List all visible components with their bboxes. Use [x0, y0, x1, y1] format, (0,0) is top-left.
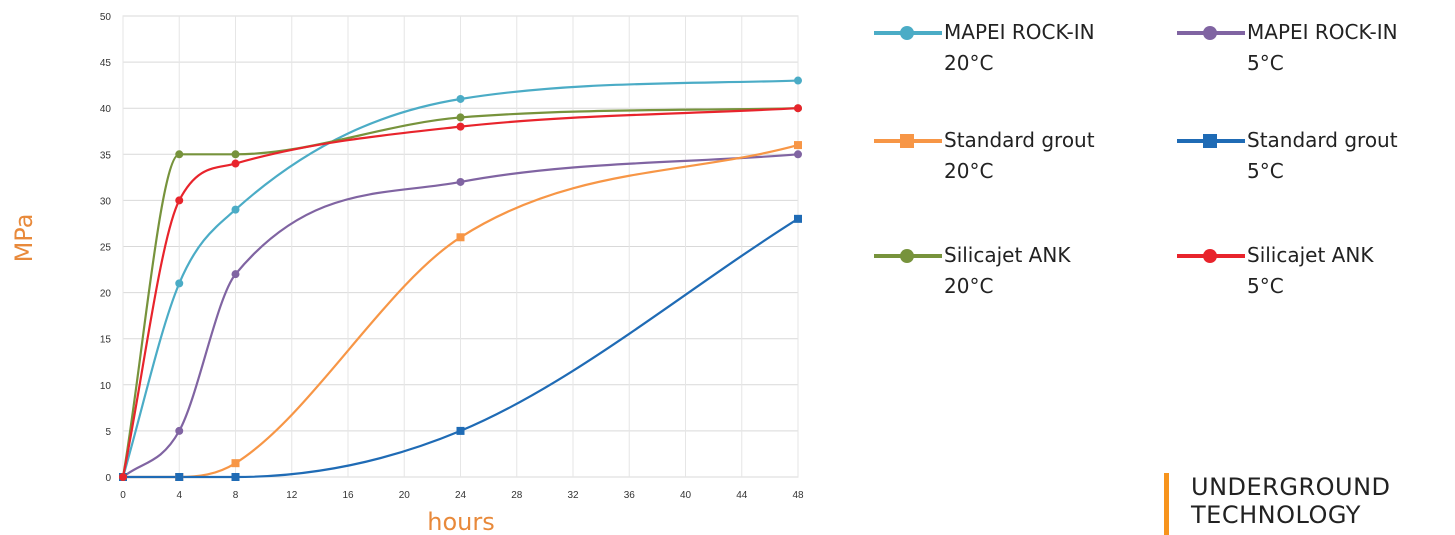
x-tick-label: 16 — [342, 490, 354, 501]
data-point — [794, 76, 802, 85]
x-tick-label: 32 — [567, 490, 579, 501]
legend-swatch — [874, 26, 942, 40]
data-point — [175, 279, 184, 288]
data-point — [456, 426, 465, 435]
y-tick-label: 35 — [100, 150, 112, 161]
legend-item: Standard grout 20°C — [872, 128, 1095, 187]
brand-line-2: TECHNOLOGY — [1191, 501, 1361, 529]
legend-swatch — [1177, 249, 1245, 263]
y-tick-label: 20 — [100, 289, 112, 300]
y-tick-label: 45 — [100, 58, 112, 69]
data-point — [794, 141, 802, 150]
legend-swatch — [1177, 134, 1245, 148]
legend-label: Silicajet ANK 20°C — [944, 243, 1071, 298]
x-tick-label: 44 — [736, 490, 748, 501]
y-tick-label: 15 — [100, 335, 112, 346]
legend-swatch — [874, 249, 942, 263]
chart-grid — [122, 15, 799, 478]
y-tick-label: 40 — [100, 104, 112, 115]
legend-swatch — [1177, 26, 1245, 40]
legend-item: MAPEI ROCK-IN 5°C — [1175, 20, 1398, 79]
x-tick-label: 20 — [399, 490, 411, 501]
series-line-4 — [121, 107, 799, 478]
y-tick-label: 0 — [105, 473, 111, 484]
brand-line-1: UNDERGROUND — [1191, 473, 1391, 501]
data-point — [456, 94, 465, 103]
data-point — [794, 104, 802, 113]
legend-label: MAPEI ROCK-IN 20°C — [944, 20, 1095, 75]
y-axis-ticks: 0 5 10 15 20 25 30 35 40 45 50 — [100, 12, 112, 484]
data-point — [456, 177, 465, 186]
x-tick-label: 36 — [624, 490, 636, 501]
legend-label: Standard grout 5°C — [1247, 128, 1398, 183]
data-point — [175, 150, 184, 159]
x-tick-label: 4 — [176, 490, 182, 501]
series-markers — [119, 76, 802, 481]
legend-label: Silicajet ANK 5°C — [1247, 243, 1374, 298]
x-tick-label: 28 — [511, 490, 523, 501]
data-point — [175, 426, 184, 435]
y-tick-label: 30 — [100, 196, 112, 207]
y-tick-label: 10 — [100, 381, 112, 392]
series-line-5 — [121, 107, 799, 478]
legend-item: Silicajet ANK 5°C — [1175, 243, 1373, 302]
x-tick-label: 0 — [120, 490, 126, 501]
x-tick-label: 48 — [792, 490, 804, 501]
x-tick-label: 24 — [455, 490, 467, 501]
y-axis-title: MPa — [10, 214, 38, 263]
data-point — [231, 459, 240, 468]
y-tick-label: 5 — [105, 427, 111, 438]
data-point — [456, 233, 465, 242]
data-point — [794, 150, 802, 159]
data-point — [231, 205, 240, 214]
data-point — [119, 473, 127, 481]
series-line-0 — [121, 79, 799, 478]
x-axis-ticks: 0 4 8 12 16 20 24 28 32 36 40 44 48 — [120, 490, 804, 501]
legend-item: Standard grout 5°C — [1175, 128, 1398, 187]
legend-swatch — [874, 134, 942, 148]
legend-item: Silicajet ANK 20°C — [872, 243, 1070, 302]
legend-label: Standard grout 20°C — [944, 128, 1095, 183]
data-point — [231, 150, 240, 159]
legend-item: MAPEI ROCK-IN 20°C — [872, 20, 1095, 79]
data-point — [794, 214, 802, 223]
y-tick-label: 25 — [100, 243, 112, 254]
data-point — [231, 473, 240, 481]
data-point — [175, 473, 184, 481]
data-point — [456, 122, 465, 131]
x-tick-label: 8 — [233, 490, 239, 501]
brand-mark: UNDERGROUND TECHNOLOGY — [1164, 473, 1391, 535]
data-point — [231, 159, 240, 168]
data-point — [456, 113, 465, 122]
legend-label: MAPEI ROCK-IN 5°C — [1247, 20, 1398, 75]
x-tick-label: 40 — [680, 490, 692, 501]
x-tick-label: 12 — [286, 490, 298, 501]
y-tick-label: 50 — [100, 12, 112, 23]
data-point — [231, 270, 240, 279]
x-axis-title: hours — [427, 508, 494, 533]
data-point — [175, 196, 184, 205]
